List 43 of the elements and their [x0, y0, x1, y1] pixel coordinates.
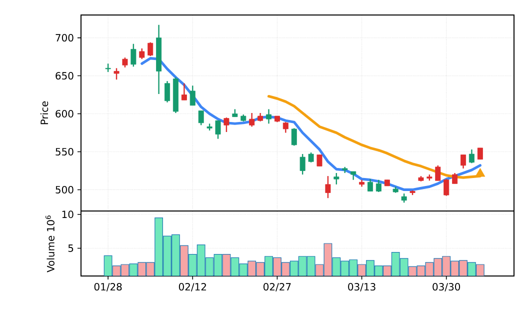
candlestick — [401, 192, 407, 204]
candlestick — [334, 172, 340, 186]
candlestick — [139, 48, 145, 60]
x-tick-label: 02/27 — [264, 283, 291, 292]
candlestick — [282, 122, 288, 134]
y-axis-title: Price — [40, 101, 48, 124]
candlestick — [477, 147, 483, 160]
candlestick — [435, 164, 441, 182]
candlestick — [181, 82, 187, 101]
x-tick-label: 01/28 — [94, 283, 122, 292]
candlestick — [249, 112, 255, 128]
y-tick-label: 700 — [56, 34, 74, 42]
y-tick-label: 10 — [62, 210, 74, 218]
candlestick — [164, 80, 170, 103]
y-tick-label: 5 — [68, 244, 74, 252]
y-tick-label: 650 — [56, 72, 74, 80]
candlestick — [291, 128, 297, 146]
candlestick — [148, 42, 154, 57]
candlestick — [224, 116, 230, 133]
candlestick — [325, 175, 331, 199]
x-tick-label: 03/13 — [348, 283, 376, 292]
candlestick — [468, 148, 474, 164]
x-tick-label: 03/30 — [432, 283, 460, 292]
candlestick — [122, 56, 128, 68]
candlestick — [198, 110, 204, 126]
candlestick — [308, 152, 314, 163]
candlestick — [452, 172, 458, 184]
candlestick — [300, 153, 306, 176]
y-tick-label: 500 — [56, 186, 74, 194]
candlestick — [130, 43, 136, 68]
candlestick — [368, 178, 373, 192]
candlestick — [376, 179, 382, 193]
y-tick-label: 550 — [56, 148, 74, 156]
candlestick — [444, 178, 450, 196]
candlestick — [215, 120, 221, 140]
candlestick — [114, 68, 120, 80]
candlestick — [266, 108, 272, 124]
y-tick-label: 600 — [56, 110, 74, 118]
candlestick — [316, 154, 322, 167]
y-axis-title: Volume 10$^{6}$ — [46, 216, 54, 272]
x-tick-label: 02/12 — [178, 283, 206, 292]
candlestick — [460, 154, 466, 170]
candlestick — [190, 85, 196, 106]
